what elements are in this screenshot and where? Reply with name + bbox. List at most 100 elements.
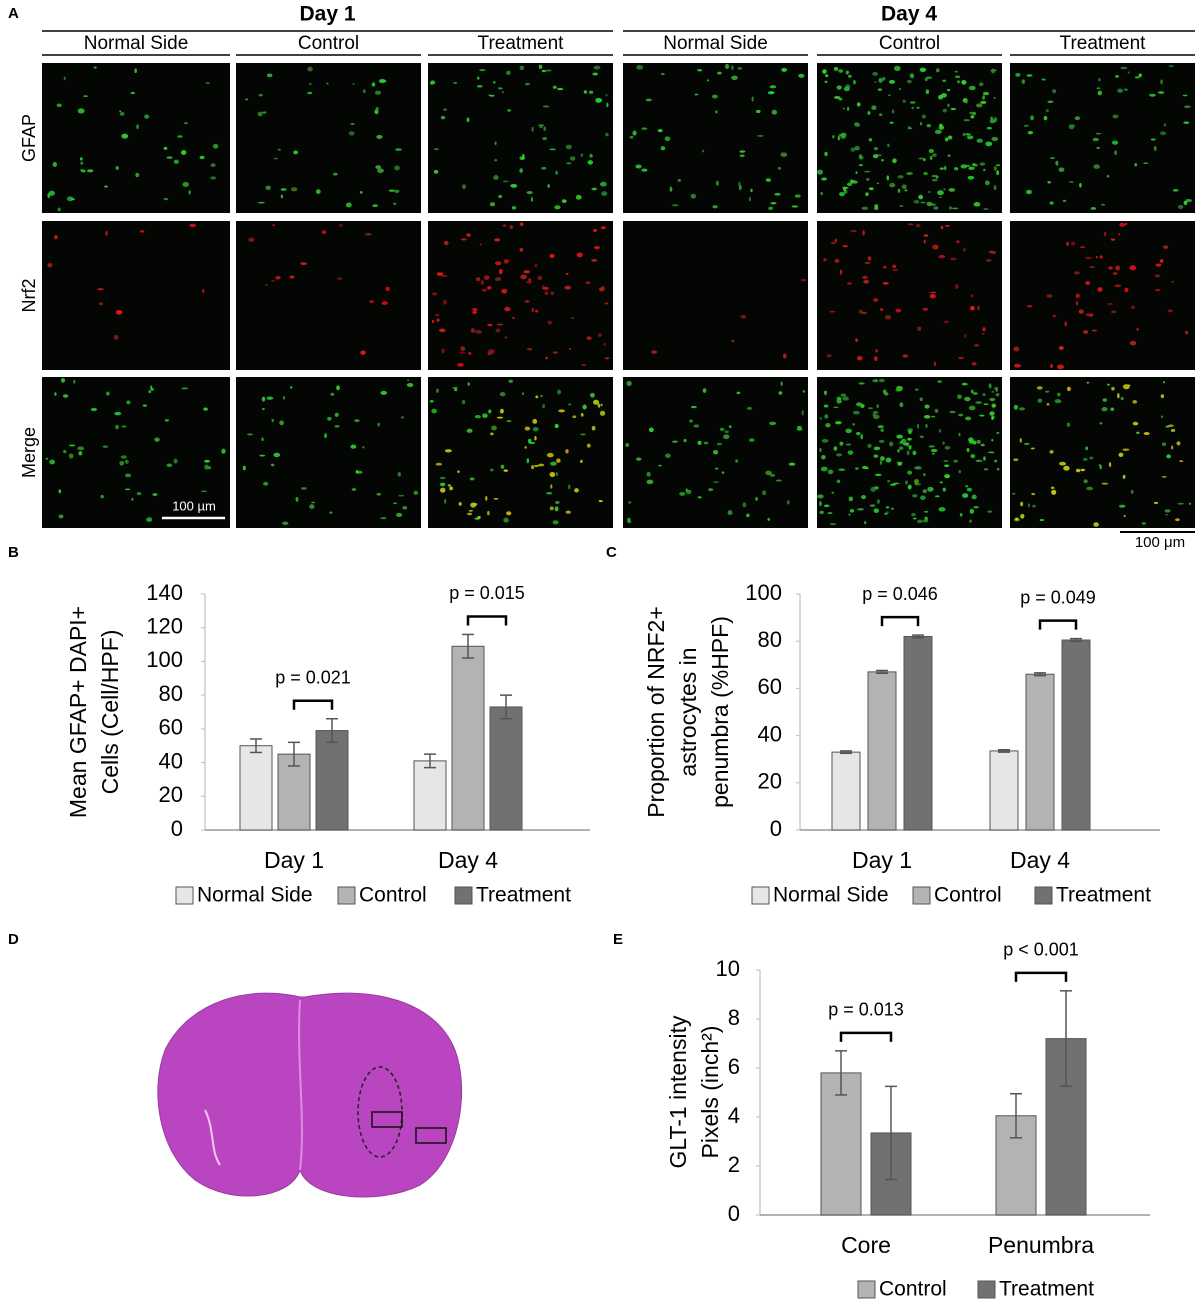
cell-signal: [472, 502, 478, 506]
cell-signal: [535, 309, 539, 313]
cell-signal: [862, 465, 868, 470]
y-tick-label: 20: [758, 769, 782, 794]
cell-signal: [597, 403, 601, 408]
cell-signal: [407, 379, 410, 382]
cell-signal: [1012, 492, 1016, 495]
cell-signal: [880, 428, 884, 432]
cell-signal: [964, 396, 971, 402]
cell-signal: [1122, 448, 1130, 451]
cell-signal: [909, 101, 916, 104]
cell-signal: [1165, 513, 1168, 516]
cell-signal: [552, 520, 559, 525]
cell-signal: [275, 276, 281, 280]
cell-signal: [479, 243, 482, 246]
cell-signal: [58, 514, 64, 519]
y-tick-label: 100: [146, 647, 183, 672]
cell-signal: [300, 487, 307, 490]
cell-signal: [958, 432, 961, 437]
cell-signal: [846, 443, 852, 446]
cell-signal: [1078, 309, 1084, 314]
cell-signal: [980, 443, 985, 447]
cell-signal: [1163, 381, 1166, 384]
cell-signal: [1141, 522, 1146, 525]
cell-signal: [893, 65, 901, 71]
cell-signal: [874, 378, 878, 383]
cell-signal: [832, 135, 835, 139]
cell-signal: [861, 494, 867, 500]
cell-signal: [706, 79, 710, 82]
cell-signal: [1041, 78, 1046, 81]
cell-signal: [1099, 255, 1103, 259]
panel-letter: B: [8, 544, 19, 561]
cell-signal: [1117, 233, 1121, 235]
cell-signal: [697, 440, 702, 445]
cell-signal: [1070, 241, 1076, 246]
cell-signal: [949, 257, 957, 261]
cell-signal: [769, 421, 777, 426]
cell-signal: [379, 79, 387, 83]
cell-signal: [876, 182, 880, 185]
cell-signal: [755, 496, 758, 501]
cell-signal: [887, 143, 890, 148]
cell-signal: [334, 425, 340, 428]
cell-signal: [558, 409, 566, 413]
cell-signal: [271, 418, 274, 423]
cell-signal: [600, 226, 606, 230]
cell-signal: [1096, 87, 1101, 90]
cell-signal: [460, 238, 467, 241]
cell-signal: [731, 339, 735, 343]
cell-signal: [266, 396, 274, 400]
cell-signal: [921, 114, 926, 119]
cell-signal: [547, 320, 552, 325]
column-header: Treatment: [478, 33, 565, 54]
brain-midline: [298, 999, 303, 1171]
cell-signal: [989, 411, 995, 416]
cell-signal: [969, 519, 972, 523]
cell-signal: [534, 263, 538, 268]
legend-swatch: [454, 886, 473, 905]
cell-signal: [838, 97, 843, 101]
cell-signal: [555, 501, 560, 504]
significance-bracket: [292, 699, 334, 710]
cell-signal: [860, 434, 864, 440]
cell-signal: [886, 511, 889, 514]
y-axis-title: penumbra (%HPF): [707, 616, 733, 808]
cell-signal: [1014, 363, 1021, 368]
cell-signal: [431, 408, 437, 414]
cell-signal: [1095, 132, 1102, 135]
cell-signal: [309, 504, 315, 510]
cell-signal: [511, 206, 517, 210]
cell-signal: [500, 464, 505, 469]
cell-signal: [912, 450, 917, 456]
cell-signal: [777, 166, 782, 170]
cell-signal: [1031, 492, 1036, 496]
cell-signal: [556, 87, 564, 91]
cell-signal: [982, 95, 985, 100]
cell-signal: [443, 240, 449, 246]
cell-signal: [524, 82, 530, 86]
cell-signal: [1046, 294, 1053, 298]
cell-signal: [853, 122, 860, 125]
cell-signal: [819, 417, 822, 420]
cell-signal: [119, 110, 122, 113]
cell-signal: [509, 225, 513, 230]
micrograph: [1010, 377, 1195, 528]
cell-signal: [492, 81, 496, 84]
cell-signal: [1074, 116, 1081, 121]
cell-signal: [991, 390, 995, 393]
cell-signal: [512, 316, 515, 319]
cell-signal: [362, 446, 365, 449]
cell-signal: [1168, 65, 1174, 67]
cell-signal: [495, 261, 502, 266]
cell-signal: [113, 334, 119, 340]
cell-signal: [526, 347, 533, 351]
cell-signal: [968, 166, 975, 170]
cell-signal: [372, 204, 378, 208]
cell-signal: [489, 202, 496, 207]
cell-signal: [531, 465, 535, 470]
cell-signal: [531, 307, 534, 313]
cell-signal: [938, 429, 941, 433]
cell-signal: [856, 507, 864, 511]
cell-signal: [873, 454, 879, 458]
cell-signal: [737, 67, 743, 70]
